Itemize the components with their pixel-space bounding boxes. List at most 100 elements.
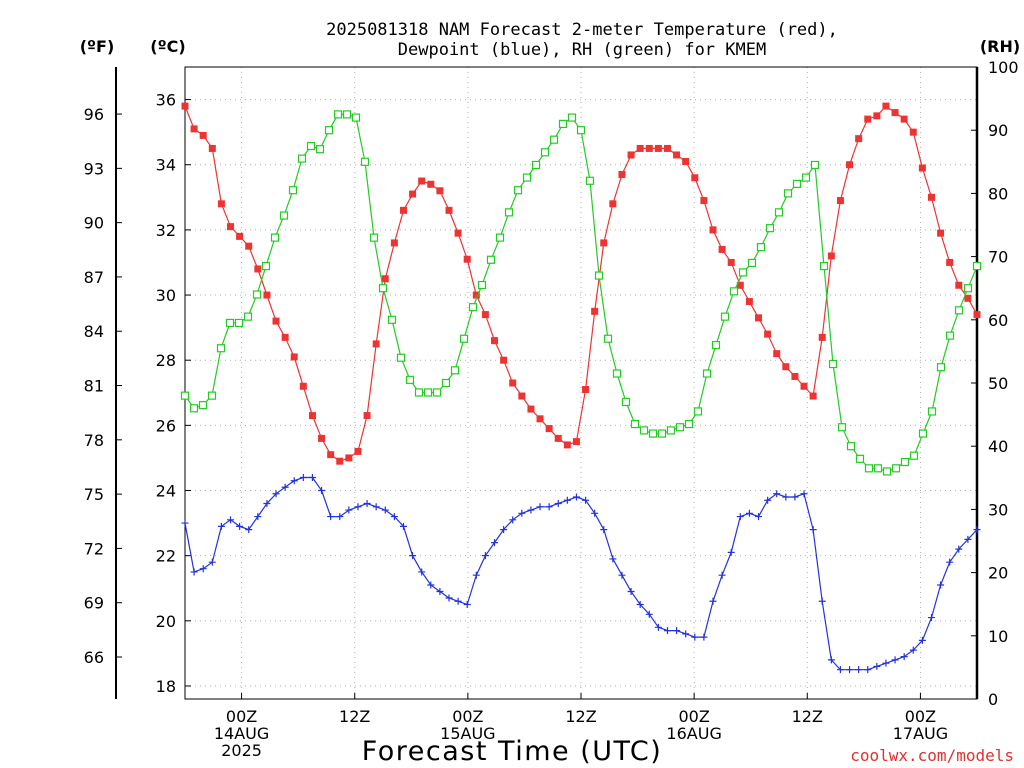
rh-point <box>594 271 604 280</box>
dewpoint-point <box>199 565 207 573</box>
temperature-point <box>773 350 781 358</box>
temperature-point <box>673 151 681 159</box>
temperature-point <box>627 151 635 159</box>
temperature-point <box>718 245 726 253</box>
fahrenheit-tick-label: 81 <box>84 377 104 396</box>
credit-text: coolwx.com/models <box>850 746 1014 765</box>
dewpoint-point <box>290 477 298 485</box>
x-tick-label: 00Z <box>226 707 257 726</box>
rh-unit-label: (RH) <box>980 37 1020 56</box>
temperature-point <box>299 382 307 390</box>
rh-point <box>324 126 334 135</box>
dewpoint-point <box>409 552 417 560</box>
rh-tick-label: 40 <box>988 437 1008 456</box>
dewpoint-point <box>454 597 462 605</box>
dewpoint-point <box>527 506 535 514</box>
dewpoint-point <box>855 666 863 674</box>
dewpoint-point <box>927 614 935 622</box>
rh-point <box>342 110 352 119</box>
temperature-point <box>454 229 462 237</box>
rh-point <box>639 426 649 435</box>
rh-point <box>909 451 919 460</box>
rh-point <box>288 186 298 195</box>
x-tick-label: 2025 <box>221 741 262 760</box>
x-tick-label: 14AUG <box>214 724 269 743</box>
fahrenheit-tick-label: 93 <box>84 159 104 178</box>
temperature-point <box>663 144 671 152</box>
rh-point <box>774 208 784 217</box>
dewpoint-point <box>846 666 854 674</box>
rh-point <box>441 378 451 388</box>
dewpoint-point <box>764 496 772 504</box>
axes: 18 20 22 24 26 28 30 32 34 36 66 69 72 75 78 81 84 87 90 93… <box>84 58 1019 760</box>
rh-point <box>360 157 370 166</box>
rh-point <box>576 126 586 135</box>
series-temperature <box>181 102 981 465</box>
rh-point <box>612 369 622 378</box>
rh-point <box>801 173 811 182</box>
rh-point <box>855 454 865 463</box>
rh-tick-label: 70 <box>988 248 1008 267</box>
dewpoint-point <box>873 662 881 670</box>
x-tick-label: 17AUG <box>893 724 948 743</box>
temperature-point <box>918 164 926 172</box>
temperature-point <box>345 454 353 462</box>
temperature-point <box>336 457 344 465</box>
rh-point <box>189 404 199 413</box>
temperature-point <box>727 258 735 266</box>
temperature-point <box>509 379 517 387</box>
rh-point <box>306 141 316 151</box>
series-dewpoint <box>181 473 981 674</box>
rh-point <box>729 287 739 296</box>
dewpoint-point <box>582 496 590 504</box>
dewpoint-point <box>272 490 280 498</box>
fahrenheit-tick-label: 75 <box>84 485 104 504</box>
temperature-point <box>700 197 708 205</box>
dewpoint-point <box>654 623 662 631</box>
temperature-point <box>545 425 553 433</box>
rh-point <box>927 407 937 416</box>
dewpoint-point <box>782 493 790 501</box>
series-rh <box>180 110 982 476</box>
rh-tick-label: 10 <box>988 627 1008 646</box>
rh-point <box>477 280 487 290</box>
rh-point <box>495 233 505 242</box>
rh-point <box>702 369 712 378</box>
dewpoint-point <box>937 581 945 589</box>
dewpoint-point <box>245 526 253 534</box>
rh-point <box>972 261 982 271</box>
rh-point <box>297 154 307 163</box>
rh-point <box>540 148 550 157</box>
dewpoint-point <box>436 587 444 595</box>
x-tick-label: 12Z <box>565 707 596 726</box>
dewpoint-point <box>445 594 453 602</box>
dewpoint-point <box>909 646 917 654</box>
temperature-point <box>181 102 189 110</box>
rh-point <box>531 160 541 170</box>
temperature-point <box>518 392 526 400</box>
rh-point <box>225 318 235 328</box>
rh-point <box>603 334 613 343</box>
dewpoint-point <box>900 653 908 661</box>
rh-point <box>387 315 397 324</box>
temperature-point <box>818 333 826 341</box>
temperature-point <box>217 200 225 208</box>
dewpoint-point <box>372 503 380 511</box>
dewpoint-point <box>536 503 544 511</box>
rh-point <box>837 423 847 432</box>
dewpoint-point <box>673 627 681 635</box>
dewpoint-point <box>572 493 580 501</box>
rh-point <box>684 419 694 429</box>
rh-point <box>369 233 379 242</box>
dewpoint-point <box>399 522 407 530</box>
dewpoint-point <box>827 656 835 664</box>
dewpoint-point <box>682 630 690 638</box>
temperature-point <box>390 239 398 247</box>
temperature-point <box>327 451 335 459</box>
temperature-point <box>955 281 963 289</box>
chart-title-line2: Dewpoint (blue), RH (green) for KMEM <box>398 40 766 60</box>
temperature-point <box>827 252 835 260</box>
chart-title: 2025081318 NAM Forecast 2-meter Temperat… <box>326 20 838 60</box>
temperature-point <box>491 337 499 345</box>
